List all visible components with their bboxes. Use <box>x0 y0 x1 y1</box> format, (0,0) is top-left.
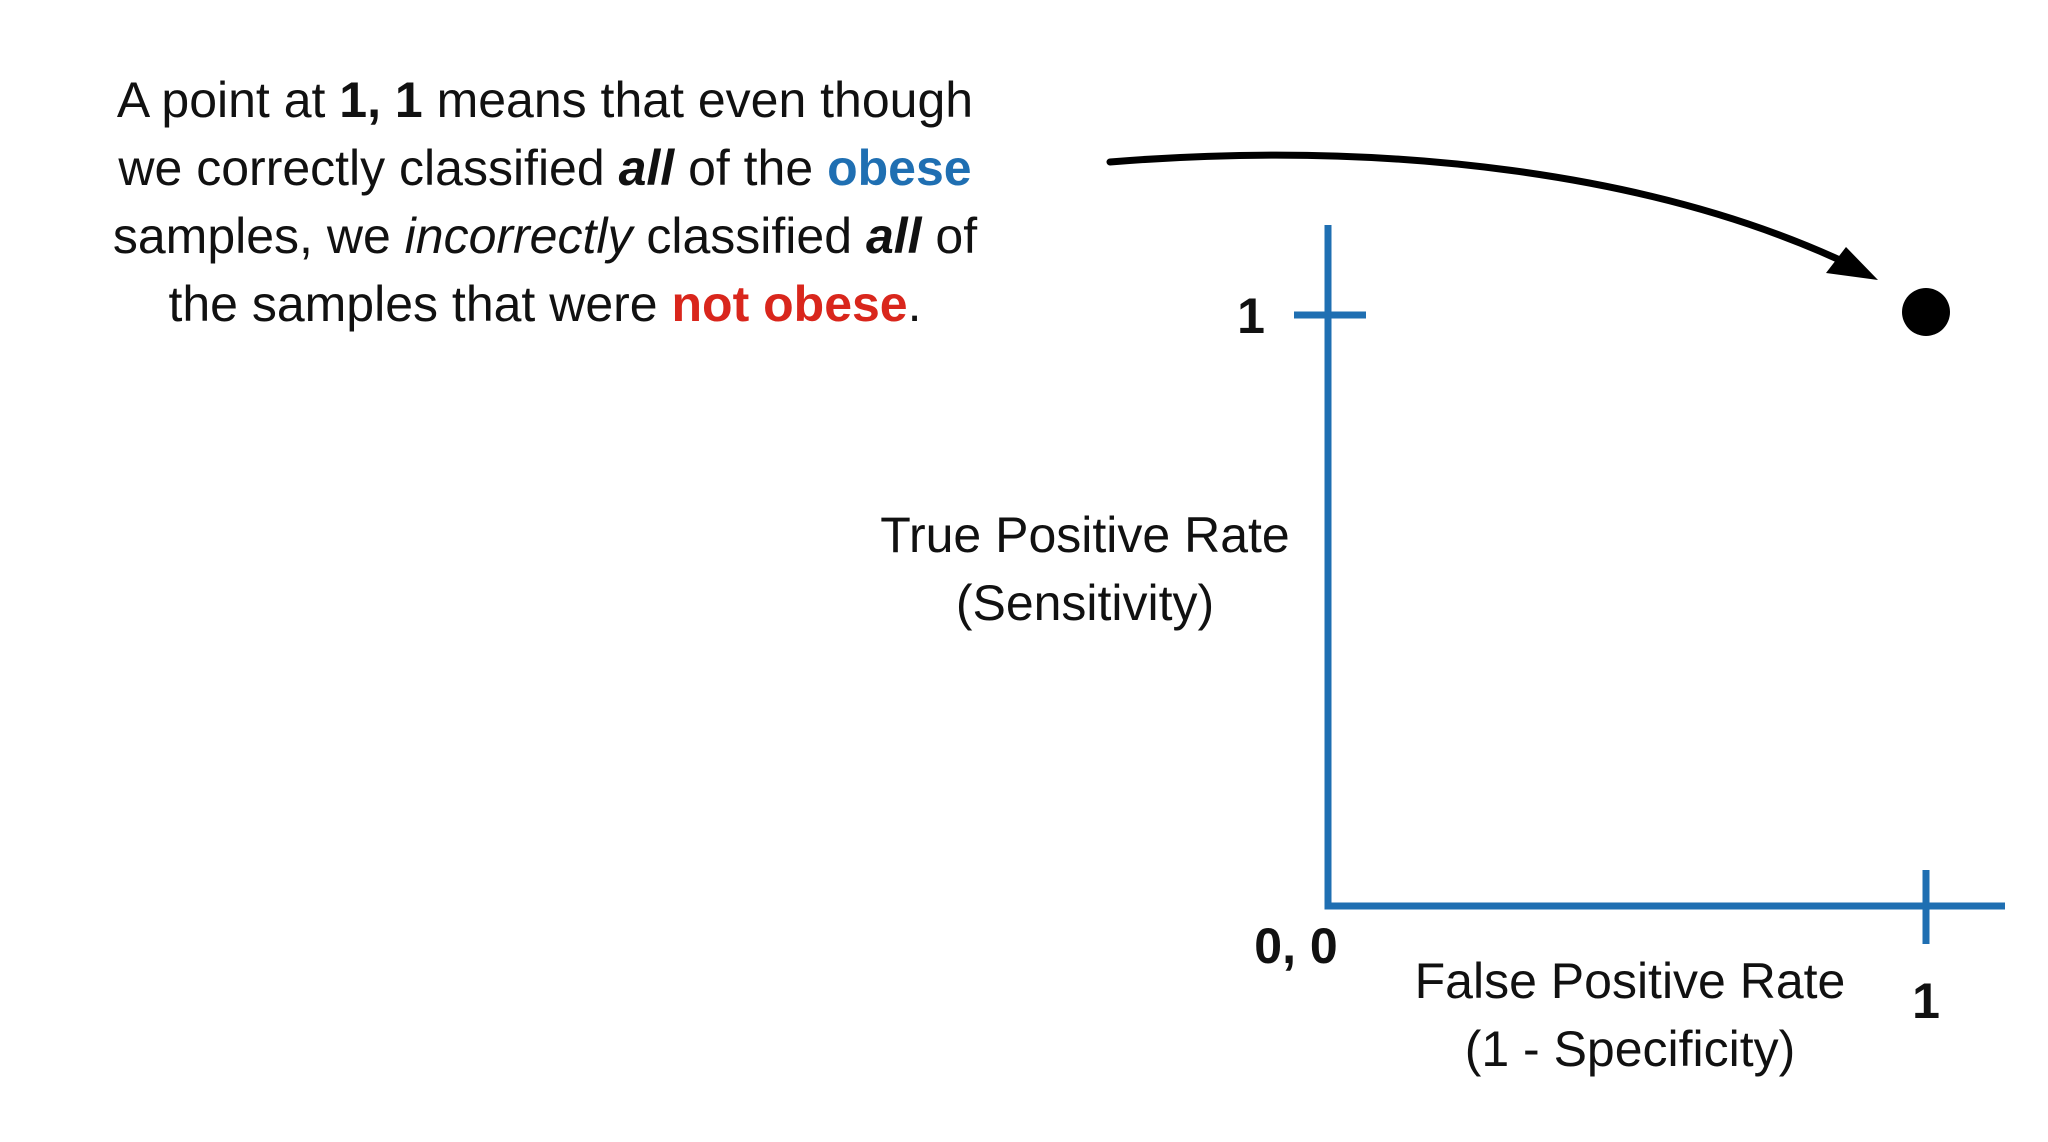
explanation-text-segment: the samples that were <box>168 276 672 332</box>
explanation-line-4: the samples that were not obese. <box>20 270 1070 338</box>
y-tick-label: 1 <box>1237 288 1265 344</box>
origin-label: 0, 0 <box>1254 918 1337 974</box>
explanation-text-segment: A point at <box>116 72 340 128</box>
explanation-text-segment: . <box>907 276 922 332</box>
annotation-arrow <box>1106 151 1869 276</box>
x-axis-label: False Positive Rate <box>1415 953 1846 1009</box>
y-axis-label: True Positive Rate <box>880 507 1289 563</box>
explanation-text-segment: classified <box>632 208 866 264</box>
explanation-line-3: samples, we incorrectly classified all o… <box>20 202 1070 270</box>
explanation-emphasis-incorrectly: incorrectly <box>404 208 633 264</box>
explanation-line-1: A point at 1, 1 means that even though <box>20 66 1070 134</box>
explanation-text-segment: means that even though <box>422 72 974 128</box>
explanation-emphasis-all: all <box>618 140 675 196</box>
points-layer <box>1902 288 1950 336</box>
explanation-emphasis-all: all <box>865 208 922 264</box>
y-axis-sublabel: (Sensitivity) <box>956 575 1214 631</box>
explanation-point-coordinates: 1, 1 <box>339 72 423 128</box>
explanation-text-segment: of the <box>674 140 828 196</box>
explanation-obese-label: obese <box>827 140 972 196</box>
x-tick-label: 1 <box>1912 973 1940 1029</box>
explanation-text-segment: of <box>921 208 978 264</box>
explanation-not-obese-label: not obese <box>671 276 908 332</box>
data-point-1 <box>1902 288 1950 336</box>
x-axis-sublabel: (1 - Specificity) <box>1465 1021 1796 1077</box>
explanation-line-2: we correctly classified all of the obese <box>20 134 1070 202</box>
explanation-text-segment: we correctly classified <box>118 140 619 196</box>
explanation-text-segment: samples, we <box>112 208 405 264</box>
annotation-arrowhead <box>1826 247 1878 280</box>
explanation-text: A point at 1, 1 means that even though w… <box>20 66 1070 338</box>
